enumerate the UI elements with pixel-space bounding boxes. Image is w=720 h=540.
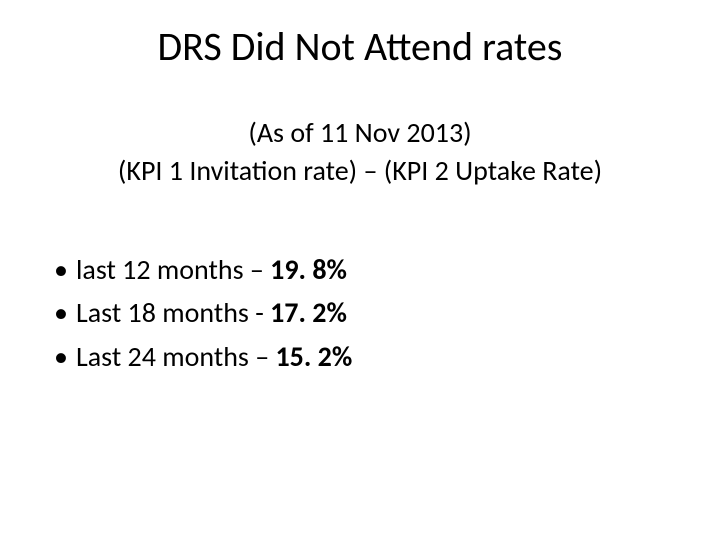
bullet-value: 19. 8% — [270, 252, 347, 287]
slide-title: DRS Did Not Attend rates — [0, 22, 720, 71]
bullet-prefix: last 12 months – — [76, 252, 270, 287]
bullet-icon: • — [54, 248, 76, 291]
subtitle-line-1: (As of 11 Nov 2013) — [0, 114, 720, 152]
bullet-value: 15. 2% — [275, 339, 352, 374]
slide: DRS Did Not Attend rates (As of 11 Nov 2… — [0, 0, 720, 540]
bullet-icon: • — [54, 335, 76, 378]
bullet-list: •last 12 months – 19. 8% •Last 18 months… — [54, 248, 352, 378]
bullet-value: 17. 2% — [270, 295, 347, 330]
bullet-prefix: Last 18 months - — [76, 295, 270, 330]
slide-subtitle: (As of 11 Nov 2013) (KPI 1 Invitation ra… — [0, 114, 720, 190]
list-item: •Last 18 months - 17. 2% — [54, 291, 352, 334]
bullet-prefix: Last 24 months – — [76, 339, 275, 374]
list-item: •last 12 months – 19. 8% — [54, 248, 352, 291]
list-item: •Last 24 months – 15. 2% — [54, 335, 352, 378]
bullet-icon: • — [54, 291, 76, 334]
subtitle-line-2: (KPI 1 Invitation rate) – (KPI 2 Uptake … — [0, 152, 720, 190]
